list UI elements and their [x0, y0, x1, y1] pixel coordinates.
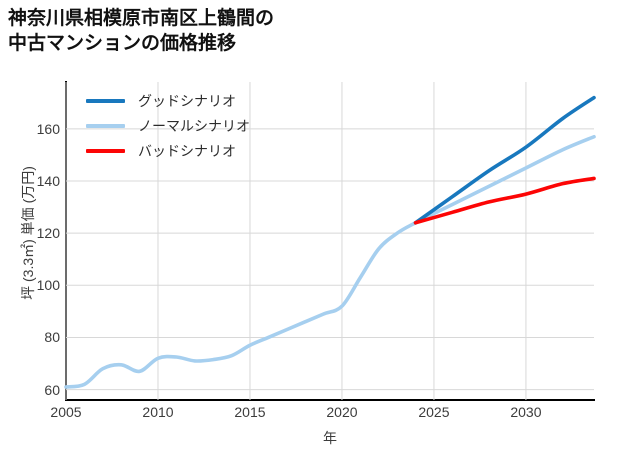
legend-item-label: バッドシナリオ: [138, 142, 236, 159]
y-tick-label: 160: [36, 120, 60, 137]
legend-item[interactable]: バッドシナリオ: [86, 138, 306, 163]
chart-title: 神奈川県相模原市南区上鶴間の 中古マンションの価格推移: [8, 8, 275, 55]
data-lines: [64, 95, 596, 389]
x-tick-label: 2015: [234, 404, 266, 420]
legend-item-label: グッドシナリオ: [138, 92, 236, 109]
x-tick-label: 2005: [50, 404, 82, 420]
y-tick-label: 120: [36, 225, 60, 242]
series-line: [413, 176, 596, 225]
legend-item[interactable]: ノーマルシナリオ: [86, 113, 306, 138]
x-tick-label: 2010: [142, 404, 174, 420]
x-axis-title: 年: [323, 430, 337, 446]
series-container: [64, 82, 596, 400]
gridlines: [65, 82, 594, 400]
legend-item-label: ノーマルシナリオ: [138, 117, 250, 134]
legend-color-swatch: [86, 123, 125, 128]
x-tick-label: 2030: [510, 404, 542, 420]
plot-area: [64, 82, 596, 400]
y-axis-title: 坪 (3.3㎡) 単価 (万円): [20, 166, 36, 300]
y-tick-label: 140: [36, 173, 60, 190]
y-tick-label: 80: [44, 329, 60, 346]
x-tick-labels: 2005 2010 2015 2020 2025 2030: [50, 404, 621, 426]
x-tick-label: 2020: [326, 404, 358, 420]
y-tick-label: 60: [44, 381, 60, 398]
y-tick-label: 100: [36, 277, 60, 294]
series-line: [413, 95, 596, 225]
legend-color-swatch: [86, 148, 125, 153]
series-line: [64, 134, 596, 389]
legend: グッドシナリオ ノーマルシナリオ バッドシナリオ: [86, 88, 306, 163]
legend-item[interactable]: グッドシナリオ: [86, 88, 306, 113]
x-tick-label: 2025: [418, 404, 450, 420]
x-axis-spine: [65, 399, 595, 401]
legend-color-swatch: [86, 98, 125, 103]
y-tick-labels: 60 80 100 120 140 160: [0, 82, 60, 400]
